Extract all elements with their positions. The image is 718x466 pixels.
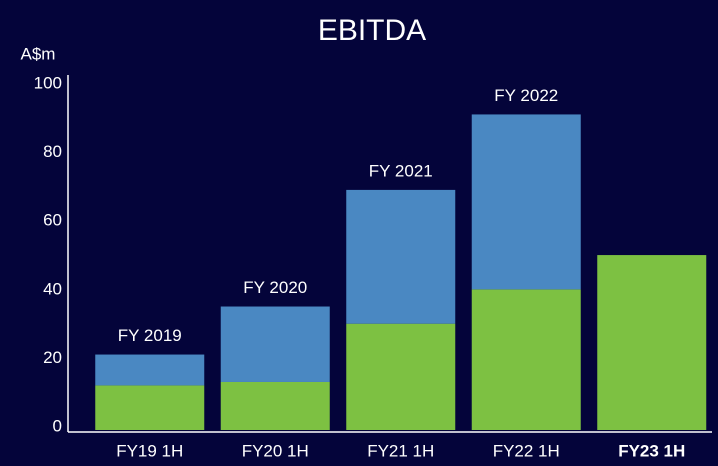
chart-title: EBITDA xyxy=(318,14,426,47)
x-tick-label: FY22 1H xyxy=(493,441,560,460)
bar-annotation: FY 2021 xyxy=(369,161,433,180)
y-tick-label: 80 xyxy=(43,142,62,161)
bar-segment xyxy=(95,354,205,386)
bar-annotation: FY 2020 xyxy=(243,278,307,297)
bar-segment xyxy=(597,255,707,430)
bar-annotation: FY 2022 xyxy=(494,86,558,105)
x-tick-label: FY21 1H xyxy=(367,441,434,460)
bar-segment xyxy=(95,385,205,430)
y-axis-label: A$m xyxy=(21,44,56,63)
y-tick-label: 100 xyxy=(34,73,62,92)
y-tick-label: 0 xyxy=(53,416,62,435)
y-tick-label: 60 xyxy=(43,211,62,230)
bar-segment xyxy=(220,306,330,382)
x-tick-label: FY19 1H xyxy=(116,441,183,460)
bar-annotation: FY 2019 xyxy=(118,326,182,345)
bar-segment xyxy=(471,289,581,430)
bar-segment xyxy=(346,323,456,430)
x-tick-label: FY23 1H xyxy=(618,441,685,460)
y-tick-label: 40 xyxy=(43,279,62,298)
y-tick-label: 20 xyxy=(43,348,62,367)
bar-segment xyxy=(471,114,581,290)
x-tick-label: FY20 1H xyxy=(242,441,309,460)
bar-segment xyxy=(220,381,330,430)
bar-segment xyxy=(346,189,456,324)
